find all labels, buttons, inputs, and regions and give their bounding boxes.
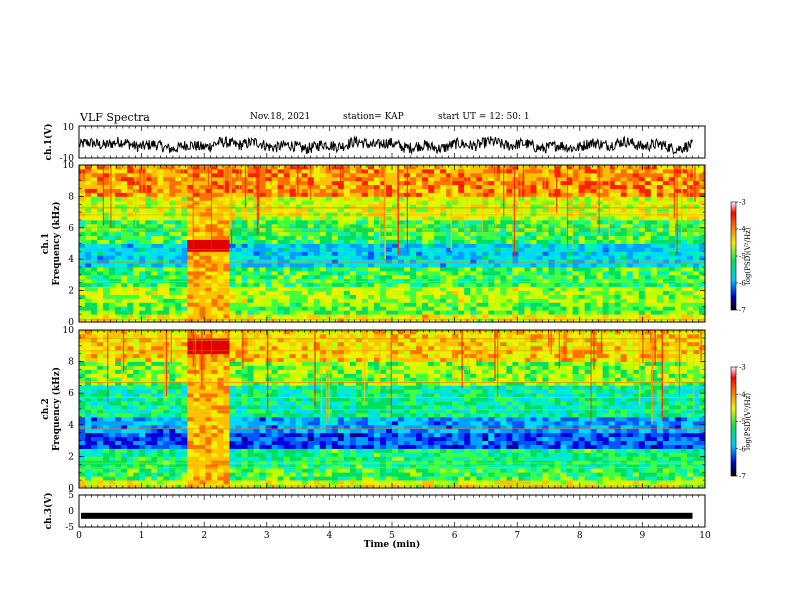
cb1-tick-0: -3 [739, 199, 746, 207]
cb1-tick-4: -7 [739, 307, 746, 315]
spec2-ytick-0: 0 [68, 484, 74, 494]
spec1-ylabel-frequency: Frequency (kHz) [51, 201, 62, 285]
time-axis: 0 1 2 3 4 5 6 7 8 9 10 Time (min) [76, 531, 711, 550]
spec2-ytick-5: 10 [63, 326, 75, 336]
spec2-cells [79, 330, 706, 489]
xtick-9: 9 [640, 531, 646, 541]
cb2-label: log(PSD)(V²/Hz) [744, 393, 752, 450]
spec1-ytick-3: 6 [68, 224, 74, 234]
xtick-5: 5 [389, 531, 395, 541]
ch3-voltage-ylabel: ch.3(V) [43, 493, 54, 530]
cb1-tick-3: -6 [739, 280, 746, 288]
chart-title: VLF Spectra [80, 111, 150, 124]
ch1-spectrogram-panel: 0 2 4 6 8 10 ch.1 Frequency (kHz) [41, 161, 706, 328]
xtick-7: 7 [514, 531, 520, 541]
spec2-ytick-2: 4 [68, 421, 74, 431]
cb1-tick-1: -4 [739, 226, 746, 234]
spec2-ytick-4: 8 [68, 358, 74, 368]
cb1-label: log(PSD)(V²/Hz) [744, 227, 752, 284]
spec1-ytick-1: 2 [68, 287, 74, 297]
start-time-label: start UT = 12: 50: 1 [438, 112, 530, 122]
spec1-ytick-5: 10 [63, 161, 75, 171]
xtick-3: 3 [264, 531, 270, 541]
ch1-voltage-trace [78, 135, 693, 156]
cb1-gradient [730, 201, 737, 311]
spec2-ylabel-channel: ch.2 [41, 398, 51, 419]
spec2-ytick-3: 6 [68, 389, 74, 399]
xtick-4: 4 [327, 531, 333, 541]
ch2-spectrogram-panel: 0 2 4 6 8 10 ch.2 Frequency (kHz) [41, 326, 706, 494]
xtick-6: 6 [452, 531, 458, 541]
ch1-ytick-top: 10 [63, 123, 75, 133]
cb2-tick-1: -4 [739, 391, 746, 399]
cb2-tick-3: -6 [739, 445, 746, 453]
station-label: station= KAP [343, 112, 404, 122]
ch3-ytick-0: 5 [68, 491, 74, 501]
cb2-tick-2: -5 [739, 418, 746, 426]
xtick-10: 10 [699, 531, 711, 541]
xtick-8: 8 [577, 531, 583, 541]
ch1-ytick-bottom: -10 [60, 154, 75, 164]
xtick-2: 2 [201, 531, 207, 541]
ch2-colorbar: -3 -4 -5 -6 -7 log(PSD)(V²/Hz) [730, 364, 752, 481]
ch1-voltage-ylabel: ch.1(V) [43, 124, 54, 161]
spec1-ytick-4: 8 [68, 192, 74, 202]
xtick-0: 0 [76, 531, 82, 541]
ch3-voltage-trace [81, 512, 693, 519]
spec1-ylabel-channel: ch.1 [41, 233, 51, 254]
xaxis-label: Time (min) [364, 539, 421, 550]
ch1-colorbar: -3 -4 -5 -6 -7 log(PSD)(V²/Hz) [730, 199, 752, 315]
cb1-tick-2: -5 [739, 253, 746, 261]
spec1-cells [79, 165, 706, 323]
cb2-tick-4: -7 [739, 473, 746, 481]
cb2-tick-0: -3 [739, 364, 746, 372]
ch3-ytick-2: -5 [65, 523, 74, 533]
spec2-ytick-1: 2 [68, 452, 74, 462]
ch1-voltage-panel: 10 -10 ch.1(V) [43, 123, 706, 164]
spec2-tones [79, 330, 705, 487]
xtick-1: 1 [139, 531, 145, 541]
spec1-ytick-0: 0 [68, 318, 74, 328]
cb2-gradient [730, 366, 737, 477]
ch3-ytick-1: 0 [68, 507, 74, 517]
spec2-ylabel-frequency: Frequency (kHz) [51, 367, 62, 451]
date-label: Nov.18, 2021 [250, 112, 311, 122]
spec2-sferics [81, 330, 702, 425]
spec1-ytick-2: 4 [68, 255, 74, 265]
ch3-voltage-panel: 5 0 -5 ch.3(V) [43, 491, 706, 533]
